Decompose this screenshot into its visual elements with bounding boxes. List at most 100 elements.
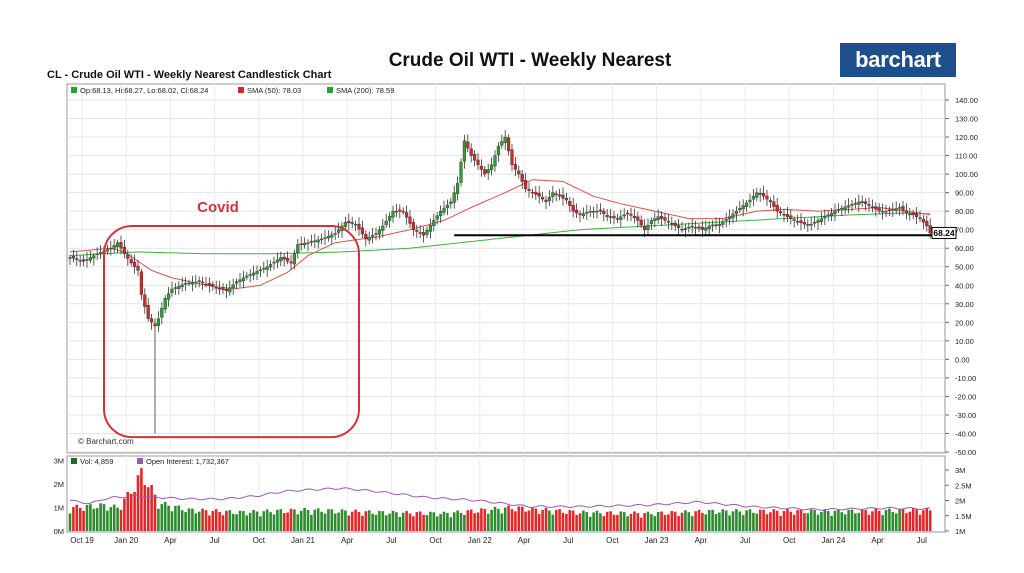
volume-bar: [599, 513, 602, 531]
volume-bar: [918, 514, 922, 531]
sma200-path: [69, 212, 931, 257]
candle-body: [568, 201, 572, 206]
volume-bar: [327, 509, 330, 531]
candle-body: [129, 259, 133, 264]
volume-bar: [738, 511, 742, 531]
candle-body: [690, 225, 694, 228]
candle-body: [598, 209, 602, 212]
volume-bar: [728, 515, 731, 531]
candle-body: [170, 288, 174, 293]
candle-body: [381, 225, 385, 231]
volume-bar: [136, 475, 140, 531]
candle-body: [762, 193, 766, 197]
candle-body: [908, 213, 912, 216]
candle-body: [282, 256, 286, 260]
candle-body: [442, 207, 446, 213]
candle-body: [262, 268, 266, 270]
candle-body: [350, 222, 354, 224]
volume-bar: [809, 509, 813, 531]
candle-body: [836, 209, 840, 211]
candle-body: [877, 208, 881, 212]
price-tick-label: -30.00: [955, 411, 976, 420]
candle-body: [248, 274, 252, 276]
volume-bar: [248, 512, 252, 531]
volume-bar: [850, 509, 854, 531]
candle-body: [595, 210, 599, 213]
candle-body: [615, 218, 619, 220]
candle-body: [85, 259, 89, 261]
candle-body: [109, 248, 113, 250]
volume-bar: [826, 510, 830, 531]
candle-body: [785, 213, 789, 217]
volume-bar: [459, 512, 463, 531]
candle-body: [530, 191, 534, 194]
volume-bar: [687, 512, 691, 531]
candle-body: [558, 194, 562, 197]
volume-bar: [89, 504, 92, 531]
volume-bar: [242, 511, 245, 531]
volume-bar: [684, 510, 687, 531]
volume-bar: [439, 514, 442, 531]
candle-body: [207, 283, 211, 286]
candle-body: [857, 201, 861, 205]
candle-body: [313, 240, 317, 243]
volume-bar: [524, 511, 527, 531]
volume-bar: [592, 512, 595, 531]
candle-body: [809, 223, 813, 226]
candle-body: [265, 266, 269, 270]
copyright: © Barchart.com: [78, 437, 134, 446]
volume-right-tick: 1M: [955, 527, 965, 536]
volume-bar: [490, 509, 493, 531]
candle-body: [605, 215, 609, 217]
volume-bar: [333, 513, 337, 531]
volume-bar: [554, 509, 558, 531]
candle-body: [904, 210, 908, 214]
candle-body: [490, 164, 494, 171]
candle-body: [646, 224, 650, 230]
volume-bar: [293, 509, 296, 531]
candle-body: [333, 233, 337, 235]
volume-bar: [864, 510, 867, 531]
volume-bar: [571, 510, 575, 531]
volume-bar: [174, 505, 177, 531]
volume-bar: [473, 513, 476, 531]
candle-body: [357, 223, 361, 230]
candle-body: [146, 305, 150, 319]
candle-body: [612, 215, 616, 219]
time-tick-label: Jan 21: [291, 536, 316, 545]
candle-body: [289, 261, 293, 264]
candle-body: [272, 261, 276, 264]
volume-bar: [177, 505, 181, 531]
candle-body: [496, 146, 500, 156]
volume-bar: [544, 507, 548, 531]
volume-bar: [646, 511, 650, 531]
volume-bar: [714, 513, 718, 531]
volume-bar: [95, 508, 99, 531]
volume-bar: [840, 512, 844, 531]
candle-body: [870, 206, 874, 208]
volume-bar: [262, 511, 266, 531]
volume-bar: [466, 510, 470, 531]
volume-bar: [415, 512, 419, 531]
barchart-logo[interactable]: barchart: [840, 43, 956, 77]
candle-body: [867, 204, 871, 206]
volume-bar: [837, 509, 840, 531]
volume-bar: [874, 508, 878, 531]
volume-bar: [235, 514, 238, 531]
candle-body: [68, 257, 72, 259]
volume-bar: [697, 509, 701, 531]
volume-bar: [660, 511, 663, 531]
volume-bar: [830, 515, 833, 531]
volume-bar: [537, 514, 541, 531]
candle-body: [819, 218, 823, 222]
sma50-legend: SMA (50): 78.03: [247, 86, 301, 95]
candle-body: [694, 227, 698, 229]
volume-bar: [78, 508, 82, 531]
volume-bar: [527, 510, 531, 531]
volume-bar: [765, 514, 769, 531]
volume-bar: [847, 509, 850, 531]
candle-body: [408, 216, 412, 224]
volume-bar: [180, 510, 184, 531]
volume-bar: [772, 509, 776, 531]
volume-bar: [476, 512, 480, 531]
